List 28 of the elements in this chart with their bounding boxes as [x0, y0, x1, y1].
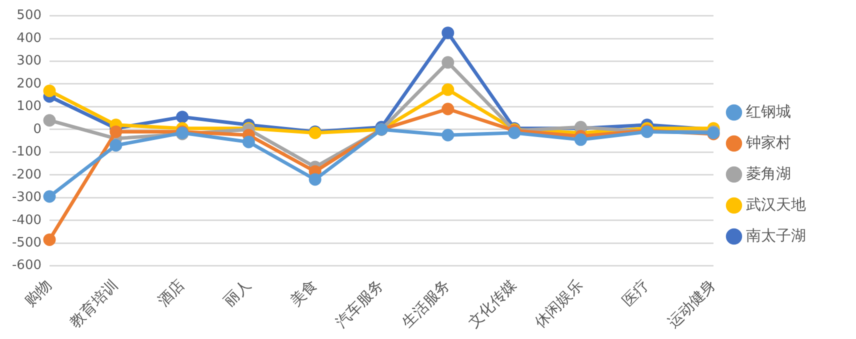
y-tick-label: 400	[16, 30, 42, 46]
y-tick-label: -400	[12, 212, 42, 228]
legend-label: 南太子湖	[746, 226, 806, 244]
x-tick-label: 教育培训	[66, 276, 122, 332]
y-tick-label: -200	[12, 167, 42, 182]
x-tick-label: 购物	[21, 276, 56, 310]
y-tick-label: -600	[12, 258, 42, 274]
x-tick-label: 医疗	[618, 276, 653, 310]
x-tick-label: 酒店	[154, 276, 188, 310]
x-tick-label: 美食	[286, 276, 321, 310]
x-tick-label: 运动健身	[664, 276, 720, 332]
y-tick-label: -500	[12, 235, 42, 250]
legend-label: 武汉天地	[746, 195, 806, 214]
y-tick-label: 100	[16, 99, 42, 114]
y-tick-label: 200	[16, 76, 42, 92]
x-tick-label: 汽车服务	[332, 276, 388, 332]
y-tick-label: -300	[12, 190, 42, 206]
y-tick-label: -100	[12, 144, 42, 160]
legend-label: 钟家村	[745, 133, 791, 152]
y-tick-label: 300	[16, 54, 42, 69]
x-tick-label: 生活服务	[398, 276, 454, 332]
x-tick-label: 休闲娱乐	[531, 276, 586, 332]
legend-label: 红钢城	[746, 102, 791, 120]
legend-label: 菱角湖	[746, 164, 791, 182]
y-tick-label: 500	[16, 8, 42, 24]
x-tick-label: 文化传媒	[464, 276, 520, 332]
x-tick-label: 丽人	[220, 276, 254, 310]
y-tick-label: 0	[33, 122, 42, 137]
